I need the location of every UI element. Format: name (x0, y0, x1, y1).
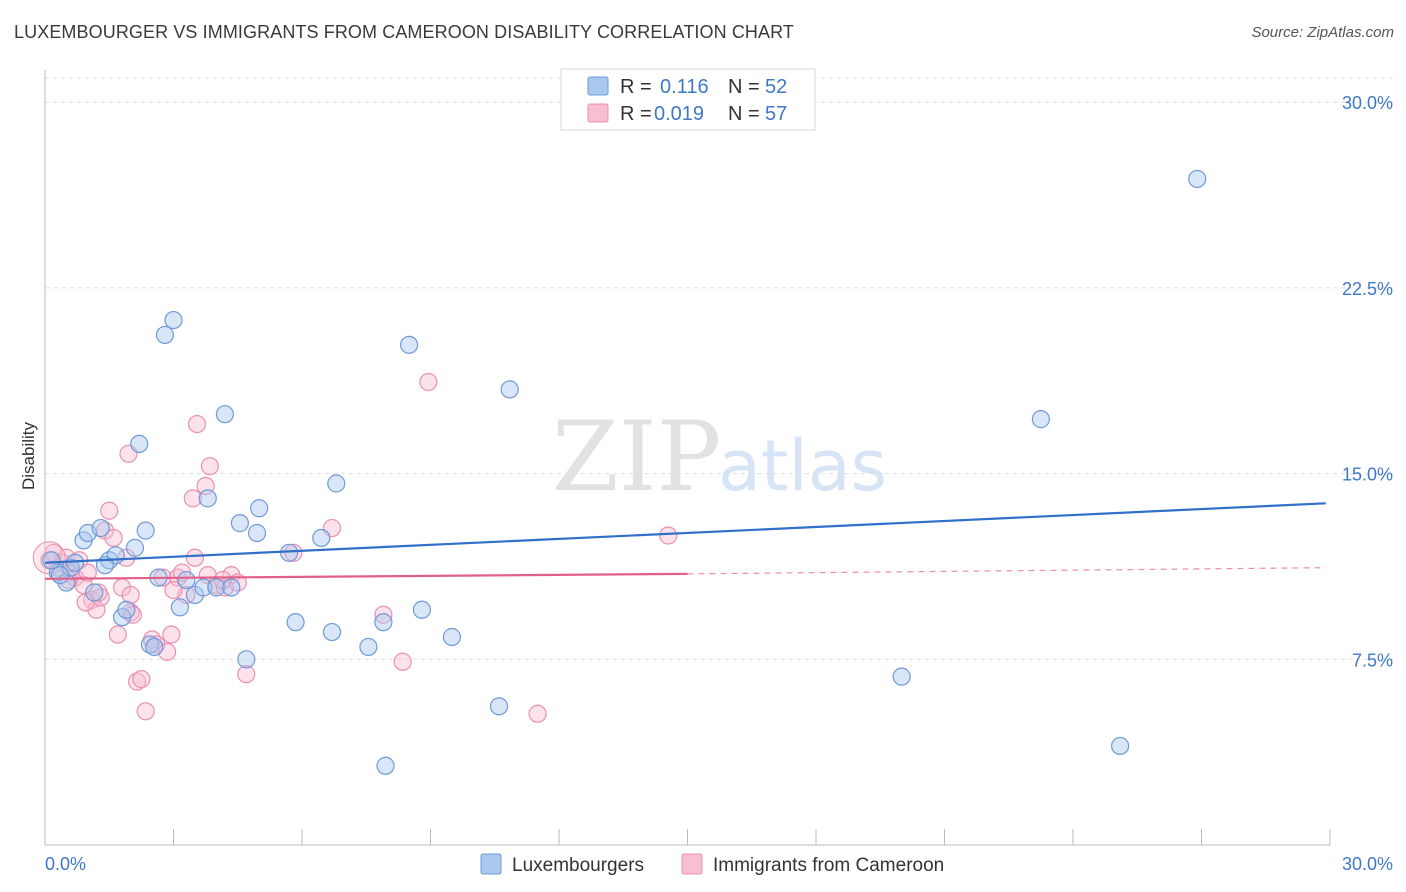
legend-r-label-1: R = (620, 76, 652, 98)
grid-lines (45, 77, 1393, 660)
luxembourger-point (359, 637, 378, 657)
legend-n-label-2: N = (728, 103, 760, 125)
luxembourger-point (117, 600, 136, 619)
luxembourger-point (374, 613, 393, 632)
luxembourger-point (237, 650, 256, 669)
x-tick-labels: 0.0% 30.0% (45, 854, 1393, 874)
luxembourger-point (85, 583, 104, 602)
luxembourger-point (177, 570, 196, 590)
bottom-legend-swatch-pink (681, 853, 703, 875)
luxembourger-point (892, 667, 911, 686)
luxembourger-point (1188, 169, 1207, 189)
luxembourger-point (322, 622, 342, 642)
luxembourger-point (1111, 736, 1130, 756)
series-luxembourgers (42, 169, 1207, 775)
cameroon-point (100, 501, 119, 520)
cameroon-point (222, 566, 241, 585)
cameroon-point (237, 665, 256, 684)
y-tick-label: 30.0% (1342, 93, 1393, 113)
luxembourger-point (280, 543, 299, 562)
cameroon-point (187, 414, 207, 434)
legend-n-value-1: 52 (765, 76, 787, 98)
y-tick-label: 7.5% (1352, 650, 1393, 670)
watermark: ZIP atlas (552, 401, 887, 513)
luxembourger-point (1031, 410, 1050, 429)
cameroon-point (659, 526, 678, 545)
luxembourger-point (130, 434, 149, 453)
luxembourger-point (222, 578, 241, 597)
bottom-legend-swatch-blue (480, 853, 502, 875)
cameroon-point (89, 583, 108, 602)
series-legend: Luxembourgers Immigrants from Cameroon (480, 853, 944, 876)
cameroon-trend-extension (687, 567, 1326, 575)
luxembourger-point (327, 474, 346, 493)
cameroon-point (164, 580, 183, 600)
cameroon-point (393, 652, 412, 671)
luxembourger-point (170, 598, 190, 617)
y-tick-labels: 7.5% 15.0% 22.5% 30.0% (1342, 93, 1393, 670)
luxembourger-point (442, 627, 462, 647)
cameroon-point (78, 563, 97, 582)
y-tick-label: 15.0% (1342, 465, 1393, 485)
legend-r-value-2: 0.019 (654, 103, 704, 125)
bottom-legend-luxembourgers: Luxembourgers (512, 855, 644, 876)
x-tick-label-min: 0.0% (45, 854, 86, 874)
legend-r-label-2: R = (620, 103, 652, 125)
luxembourger-point (145, 637, 164, 657)
bottom-legend-cameroon: Immigrants from Cameroon (713, 855, 944, 876)
x-tick-label-max: 30.0% (1342, 854, 1393, 874)
luxembourger-point (376, 756, 395, 775)
legend-swatch-pink (587, 103, 609, 123)
luxembourger-point (247, 523, 267, 543)
cameroon-point (132, 670, 151, 689)
luxembourger-point (215, 405, 234, 424)
luxembourger-point (312, 528, 331, 548)
luxembourger-point (489, 697, 509, 716)
legend-n-value-2: 57 (765, 103, 787, 125)
cameroon-point (200, 457, 220, 476)
luxembourger-point (155, 325, 175, 345)
legend-swatch-blue (587, 76, 609, 96)
y-axis-title: Disability (19, 421, 38, 490)
chart-title: LUXEMBOURGER VS IMMIGRANTS FROM CAMEROON… (14, 22, 794, 42)
luxembourger-point (286, 613, 305, 632)
source-credit: Source: ZipAtlas.com (1251, 24, 1394, 41)
cameroon-point (136, 702, 155, 721)
cameroon-point (284, 543, 303, 562)
cameroon-point (147, 635, 166, 654)
cameroon-trend-line (44, 572, 688, 580)
cameroon-point (185, 548, 205, 567)
luxembourger-point (207, 578, 226, 597)
luxembourger-point (399, 335, 419, 354)
luxembourger-point (500, 380, 519, 399)
luxembourger-point (65, 553, 85, 572)
cameroon-point (374, 605, 393, 624)
cameroon-point (108, 625, 127, 644)
luxembourger-point (194, 578, 213, 597)
luxembourger-point (250, 499, 269, 518)
luxembourger-point (50, 566, 70, 585)
luxembourger-point (230, 514, 249, 533)
cameroon-point (183, 489, 202, 508)
legend-n-label-1: N = (728, 76, 760, 98)
luxembourger-point (125, 538, 145, 557)
stats-legend: R = 0.116 N = 52 R = 0.019 N = 57 (560, 68, 816, 131)
watermark-zip: ZIP (552, 401, 721, 513)
y-tick-label: 22.5% (1342, 279, 1393, 299)
watermark-atlas: atlas (718, 425, 887, 507)
luxembourgers-trend-line (44, 502, 1326, 564)
cameroon-point (528, 704, 547, 723)
axes (44, 70, 1331, 846)
luxembourger-point (412, 600, 432, 619)
legend-r-value-1: 0.116 (660, 76, 709, 98)
trend-lines (44, 502, 1326, 580)
luxembourger-point (164, 310, 183, 330)
cameroon-point (419, 372, 438, 392)
luxembourger-point (91, 518, 110, 538)
luxembourger-point (198, 489, 217, 508)
luxembourger-point (136, 521, 155, 540)
luxembourger-point (42, 551, 61, 570)
cameroon-point (162, 625, 181, 644)
